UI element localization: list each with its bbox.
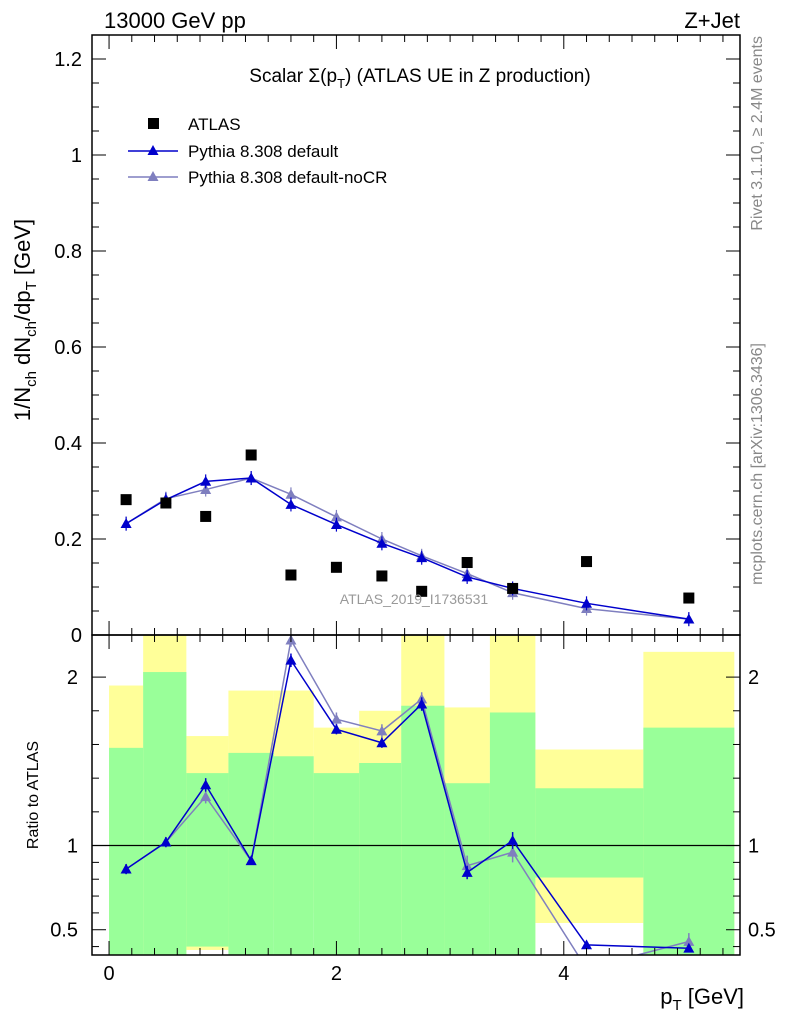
ratio-point-1-0: [120, 863, 132, 874]
ratio-tick-label-0: 0.5: [50, 920, 78, 942]
main-point-2-4: [285, 488, 297, 499]
main-line-2: [125, 477, 689, 620]
atlas-point-3: [245, 449, 257, 461]
legend-label-atlas: ATLAS: [188, 115, 241, 134]
main-series: [120, 449, 695, 627]
ratio-point-1-6: [376, 737, 388, 748]
ratio-tick-label-1: 1: [67, 836, 78, 858]
band-green-0: [109, 747, 144, 955]
ratio-point-1-10: [581, 939, 593, 950]
main-point-1-5: [330, 519, 342, 529]
atlas-point-0: [120, 494, 132, 506]
header-analysis-label: Z+Jet: [684, 8, 740, 33]
main-point-1-3: [245, 472, 257, 483]
band-green-4: [273, 756, 314, 955]
ratio-y-axis-label: Ratio to ATLAS: [25, 741, 42, 849]
ratio-point-1-2: [200, 779, 212, 790]
y-tick-label-0: 0: [71, 625, 82, 647]
main-point-2-5: [330, 511, 342, 522]
legend: ATLAS Pythia 8.308 default Pythia 8.308 …: [128, 115, 387, 187]
ratio-line-2: [125, 637, 690, 955]
legend-marker-atlas: [148, 118, 159, 129]
main-point-2-2: [200, 484, 212, 494]
ratio-point-2-5: [330, 713, 342, 724]
atlas-point-8: [461, 557, 473, 569]
y-tick-label-4: 0.8: [54, 241, 82, 263]
ratio-point-2-10: [581, 963, 592, 973]
main-point-1-10: [581, 597, 593, 608]
ratio-point-1-11: [683, 942, 695, 953]
ratio-point-2-8: [461, 860, 473, 871]
atlas-point-11: [683, 592, 695, 604]
ratio-point-1-1: [160, 836, 172, 847]
ratio-point-2-2: [200, 791, 212, 802]
x-axis-label: pT [GeV]: [660, 984, 744, 1014]
main-point-1-8: [461, 571, 473, 582]
y-tick-label-2: 0.4: [54, 433, 82, 455]
x-tick-label-2: 2: [331, 963, 342, 985]
main-point-1-4: [285, 498, 297, 509]
band-green-7: [401, 705, 445, 955]
analysis-watermark: ATLAS_2019_I1736531: [340, 591, 489, 607]
y-tick-label-5: 1: [71, 145, 82, 167]
y-axis-label: 1/Nch dNch/dpT [GeV]: [10, 219, 40, 421]
atlas-point-2: [200, 510, 212, 522]
atlas-point-7: [416, 585, 428, 597]
legend-marker-default: [147, 145, 159, 155]
ratio-point-1-5: [330, 723, 342, 734]
ratio-point-2-9: [507, 846, 519, 857]
ratio-point-1-3: [245, 855, 257, 866]
atlas-point-9: [507, 582, 519, 594]
x-tick-label-0: 0: [103, 963, 114, 985]
main-point-1-11: [683, 613, 695, 624]
rivet-version-label: Rivet 3.1.10, ≥ 2.4M events: [749, 36, 766, 231]
band-green-11: [643, 727, 735, 955]
ratio-tick-label-right-0: 0.5: [748, 920, 776, 942]
atlas-point-10: [581, 556, 593, 568]
ratio-series: [92, 635, 740, 973]
header-process-label: 13000 GeV pp: [104, 8, 246, 33]
atlas-point-6: [376, 570, 388, 582]
y-tick-label-6: 1.2: [54, 49, 82, 71]
y-tick-label-1: 0.2: [54, 529, 82, 551]
ratio-line-1: [125, 658, 689, 950]
atlas-point-1: [160, 497, 172, 509]
chart-title: Scalar Σ(pT) (ATLAS UE in Z production): [249, 66, 590, 91]
band-green-6: [359, 763, 402, 955]
legend-marker-nocr: [147, 171, 159, 181]
ratio-tick-label-2: 2: [67, 667, 78, 689]
main-point-1-6: [376, 537, 388, 548]
main-point-1-2: [200, 475, 212, 486]
band-green-5: [313, 773, 360, 955]
y-tick-label-3: 0.6: [54, 337, 82, 359]
ratio-tick-label-right-2: 2: [748, 667, 759, 689]
ratio-plot-frame: [91, 634, 741, 956]
ratio-point-1-9: [507, 834, 519, 845]
ratio-point-2-6: [376, 725, 388, 736]
atlas-point-4: [285, 569, 297, 581]
legend-label-default: Pythia 8.308 default: [188, 142, 339, 161]
x-tick-label-4: 4: [558, 963, 569, 985]
main-point-1-7: [416, 552, 428, 563]
ratio-point-1-8: [461, 866, 473, 877]
mcplots-source-label: mcplots.cern.ch [arXiv:1306.3436]: [749, 343, 766, 585]
ratio-point-1-7: [416, 698, 428, 709]
axes: 0 2 4 0 0.2 0.4 0.6 0.8 1 1.2 0.5 0.5 1 1 2 2: [50, 34, 776, 985]
legend-label-nocr: Pythia 8.308 default-noCR: [188, 168, 387, 187]
atlas-point-5: [330, 561, 342, 573]
main-point-1-0: [120, 518, 132, 529]
band-green-1: [143, 672, 187, 955]
ratio-point-1-4: [285, 654, 297, 665]
band-green-10: [535, 788, 644, 878]
ratio-point-2-11: [683, 936, 695, 946]
ratio-tick-label-right-1: 1: [748, 836, 759, 858]
main-line-1: [125, 477, 689, 620]
